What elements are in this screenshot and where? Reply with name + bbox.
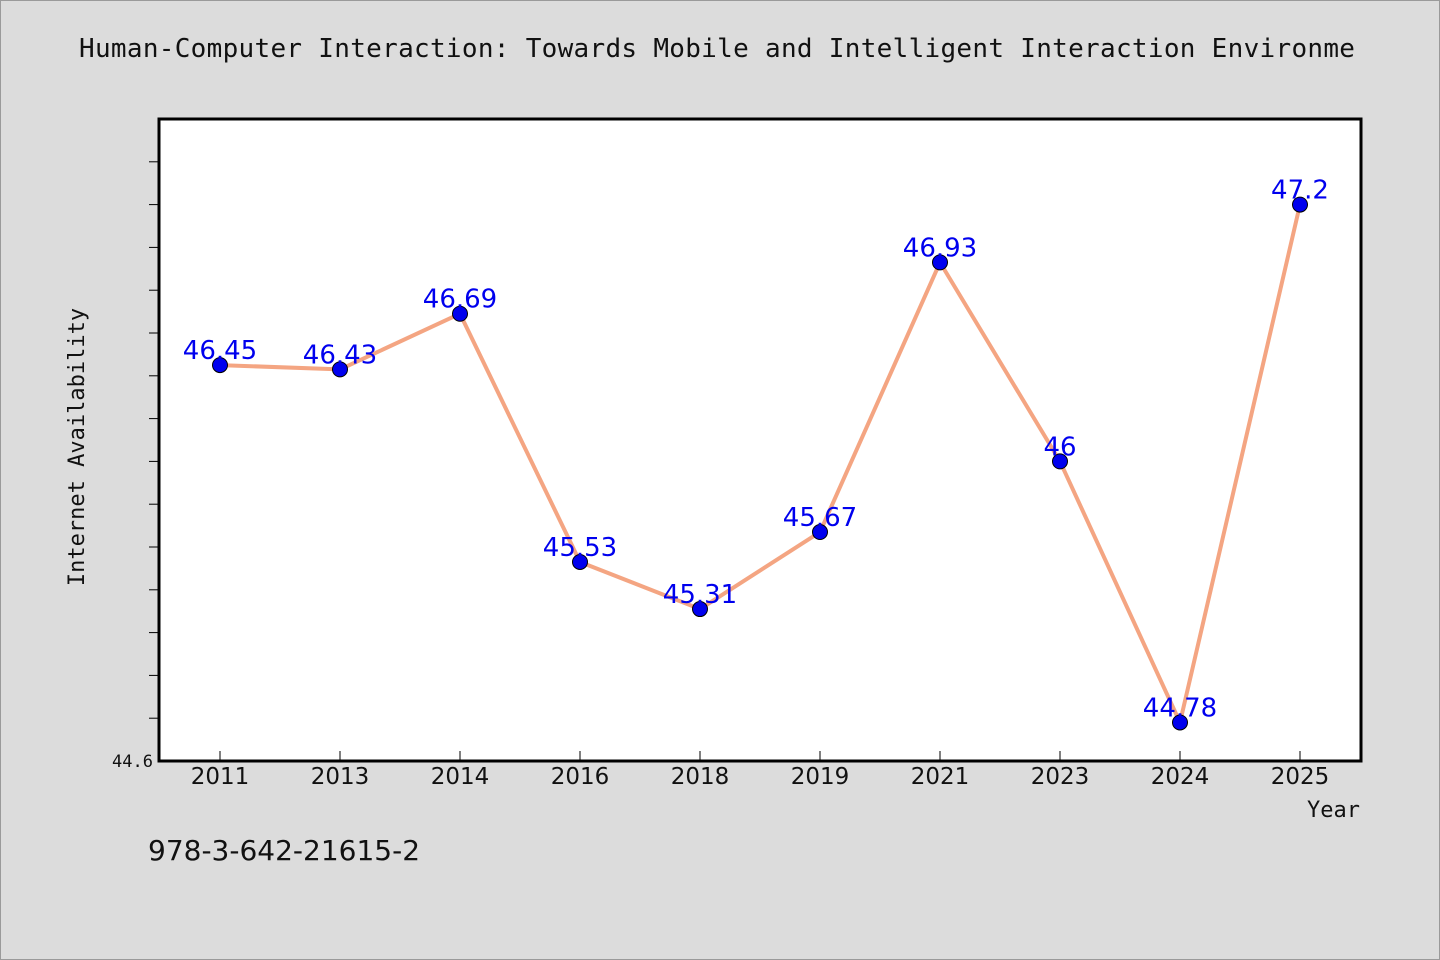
data-label: 45.53 xyxy=(543,533,617,563)
data-markers xyxy=(212,196,1308,731)
data-point xyxy=(692,601,708,618)
x-tick-label: 2011 xyxy=(191,764,250,790)
data-point xyxy=(932,254,948,271)
data-point xyxy=(332,361,348,378)
data-point xyxy=(812,524,828,541)
x-tick-label: 2019 xyxy=(791,764,850,790)
data-label: 47.2 xyxy=(1271,176,1329,206)
data-label: 45.67 xyxy=(783,503,857,533)
plot-area xyxy=(157,117,1363,763)
x-axis-ticks: 2011 2013 2014 2016 2018 2019 2021 2023 2024 2025 xyxy=(191,751,1330,790)
data-label: 46.69 xyxy=(423,285,497,315)
x-tick-label: 2013 xyxy=(311,764,370,790)
data-point xyxy=(212,357,228,374)
x-tick-label: 2021 xyxy=(911,764,970,790)
y-tick-label: 44.6 xyxy=(112,752,153,772)
x-tick-label: 2016 xyxy=(551,764,610,790)
data-point xyxy=(1052,453,1068,470)
chart-title: Human-Computer Interaction: Towards Mobi… xyxy=(79,34,1356,64)
x-tick-label: 2014 xyxy=(431,764,490,790)
isbn-note: 978-3-642-21615-2 xyxy=(148,834,421,867)
data-label: 46.93 xyxy=(903,233,977,263)
data-point xyxy=(1292,196,1308,213)
x-tick-label: 2023 xyxy=(1031,764,1090,790)
x-tick-label: 2025 xyxy=(1271,764,1330,790)
data-label: 46 xyxy=(1043,432,1076,462)
y-axis-label: Internet Availability xyxy=(65,308,90,586)
y-axis-ticks: 44.6 xyxy=(112,161,159,772)
data-label: 46.43 xyxy=(303,340,377,370)
data-labels: 46.45 46.43 46.69 45.53 45.31 45.67 46.93 46 44.… xyxy=(183,176,1329,724)
data-point xyxy=(452,305,468,322)
x-tick-label: 2018 xyxy=(671,764,730,790)
data-point xyxy=(572,553,588,570)
data-label: 45.31 xyxy=(663,580,737,610)
data-label: 46.45 xyxy=(183,336,257,366)
x-axis-label: Year xyxy=(1307,798,1360,823)
data-label: 44.78 xyxy=(1143,693,1217,723)
series-line xyxy=(219,204,1302,725)
data-point xyxy=(1172,714,1188,731)
x-tick-label: 2024 xyxy=(1151,764,1210,790)
